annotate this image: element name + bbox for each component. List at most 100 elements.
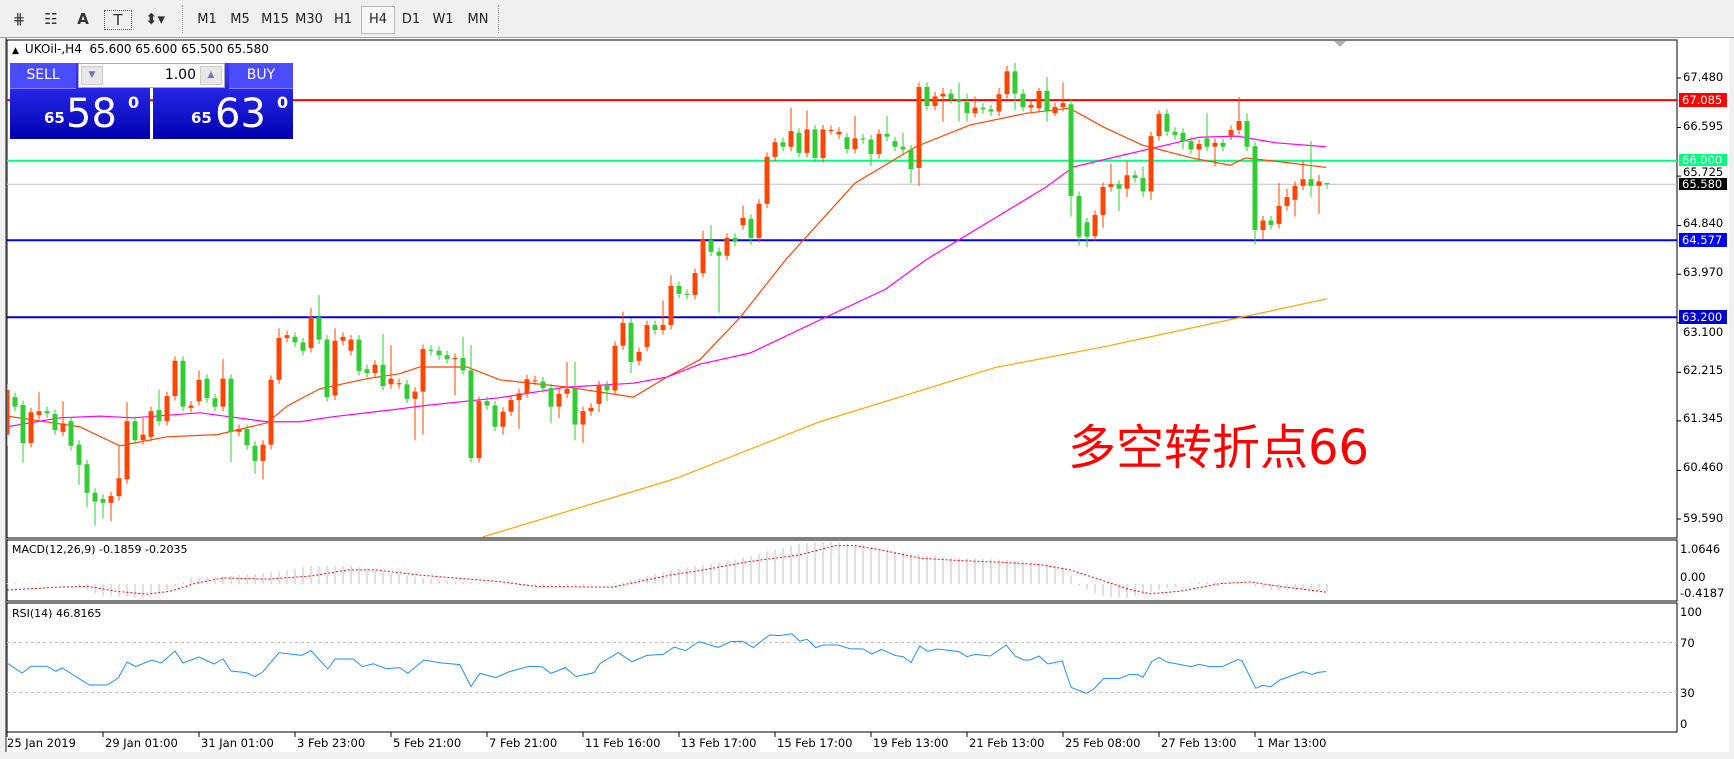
candle-body bbox=[1044, 90, 1050, 112]
candle-body bbox=[572, 388, 578, 425]
candle-body bbox=[868, 139, 874, 155]
chart-annotation-text[interactable]: 多空转折点66 bbox=[1068, 420, 1370, 476]
candle-body bbox=[1244, 121, 1250, 147]
timeframe-m5[interactable]: M5 bbox=[230, 12, 250, 27]
candle-body bbox=[908, 149, 914, 170]
candle-body bbox=[36, 411, 42, 416]
candle-body bbox=[428, 349, 434, 351]
candle-body bbox=[236, 429, 242, 432]
candle-body bbox=[708, 240, 714, 252]
price-axis-label: 63.100 bbox=[1683, 325, 1724, 339]
candle-body bbox=[764, 156, 770, 204]
timeframe-m1[interactable]: M1 bbox=[197, 12, 217, 27]
timeframe-m30[interactable]: M30 bbox=[295, 12, 323, 27]
candle-body bbox=[1164, 113, 1170, 132]
candle-body bbox=[260, 444, 266, 461]
candle-body bbox=[1148, 136, 1154, 192]
candle-body bbox=[292, 336, 298, 343]
candle-body bbox=[1020, 93, 1026, 108]
timeframe-d1[interactable]: D1 bbox=[401, 12, 421, 27]
candle-body bbox=[180, 360, 186, 407]
candle-body bbox=[748, 218, 754, 238]
candle-body bbox=[812, 129, 818, 158]
candle-body bbox=[1204, 138, 1210, 147]
candle-body bbox=[1252, 146, 1258, 231]
lot-size-input[interactable]: ▼ 1.00 ▲ bbox=[78, 63, 225, 88]
price-axis-label: 65.725 bbox=[1683, 165, 1724, 179]
timeframe-h1[interactable]: H1 bbox=[333, 12, 353, 27]
candle-body bbox=[1284, 197, 1290, 206]
candle-body bbox=[124, 421, 130, 480]
rsi-axis-70: 70 bbox=[1680, 636, 1695, 650]
candle-body bbox=[932, 96, 938, 106]
candle-body bbox=[132, 421, 138, 441]
fibonacci-expansion-icon[interactable]: ⋕ bbox=[12, 10, 26, 28]
candle-body bbox=[204, 378, 210, 399]
candle-body bbox=[444, 355, 450, 360]
candle-body bbox=[820, 129, 826, 158]
sell-button[interactable]: SELL 65 58 0 bbox=[10, 63, 150, 139]
macd-axis-min: -0.4187 bbox=[1680, 586, 1725, 600]
candle-body bbox=[212, 398, 218, 407]
buy-price-main: 63 bbox=[215, 91, 266, 137]
candle-body bbox=[1140, 178, 1146, 192]
timeframe-m15[interactable]: M15 bbox=[261, 12, 289, 27]
macd-label: MACD(12,26,9) -0.1859 -0.2035 bbox=[12, 543, 188, 556]
candle-body bbox=[1092, 214, 1098, 237]
candle-body bbox=[924, 86, 930, 106]
time-axis-label: 3 Feb 23:00 bbox=[297, 736, 366, 750]
candle-body bbox=[1228, 129, 1234, 136]
candle-body bbox=[412, 391, 418, 399]
candle-body bbox=[684, 293, 690, 295]
candle-body bbox=[300, 342, 306, 351]
candle-body bbox=[500, 411, 506, 427]
timeframe-h4[interactable]: H4 bbox=[361, 6, 395, 34]
candle-body bbox=[1276, 205, 1282, 224]
candle-body bbox=[140, 434, 146, 441]
candle-body bbox=[20, 404, 26, 443]
candle-body bbox=[796, 132, 802, 153]
time-axis-label: 27 Feb 13:00 bbox=[1161, 736, 1237, 750]
candle-body bbox=[860, 138, 866, 140]
lot-size-value[interactable]: 1.00 bbox=[164, 67, 196, 83]
candle-body bbox=[1028, 104, 1034, 108]
candle-body bbox=[668, 285, 674, 326]
candle-body bbox=[692, 273, 698, 295]
arrows-icon[interactable]: ⬍▾ bbox=[144, 10, 166, 28]
fibonacci-fan-icon[interactable]: ☷ bbox=[44, 10, 58, 28]
candle-body bbox=[612, 345, 618, 391]
lot-increase-button[interactable]: ▲ bbox=[200, 66, 222, 85]
lot-decrease-button[interactable]: ▼ bbox=[81, 66, 103, 85]
candle-body bbox=[1100, 186, 1106, 215]
timeframe-mn[interactable]: MN bbox=[467, 12, 489, 27]
collapse-triangle-icon[interactable]: ▲ bbox=[12, 46, 19, 56]
sell-price-fraction: 0 bbox=[128, 93, 140, 112]
moving-average-line bbox=[482, 298, 1328, 538]
candle-body bbox=[980, 107, 986, 110]
candle-body bbox=[716, 251, 722, 256]
candle-body bbox=[732, 237, 738, 242]
chart-window[interactable] bbox=[5, 38, 1729, 752]
rsi-line bbox=[6, 633, 1327, 694]
candle-body bbox=[372, 364, 378, 374]
candle-body bbox=[12, 397, 18, 407]
candle-body bbox=[1188, 141, 1194, 150]
candle-body bbox=[948, 93, 954, 100]
candle-body bbox=[172, 360, 178, 397]
text-box-icon[interactable]: T bbox=[104, 10, 132, 30]
candle-body bbox=[604, 385, 610, 391]
candle-body bbox=[1116, 184, 1122, 189]
candle-body bbox=[1068, 104, 1074, 196]
candle-body bbox=[1012, 71, 1018, 94]
candle-body bbox=[940, 93, 946, 97]
chart-shift-marker-icon[interactable] bbox=[1334, 41, 1346, 47]
candle-body bbox=[660, 325, 666, 331]
timeframe-w1[interactable]: W1 bbox=[432, 12, 454, 27]
text-label-icon[interactable]: A bbox=[77, 10, 89, 28]
price-axis-label: 67.480 bbox=[1683, 70, 1724, 84]
candle-body bbox=[60, 423, 66, 432]
price-axis-label: 61.345 bbox=[1683, 411, 1724, 425]
candle-body bbox=[772, 142, 778, 157]
candle-body bbox=[116, 478, 122, 497]
candle-body bbox=[228, 378, 234, 432]
